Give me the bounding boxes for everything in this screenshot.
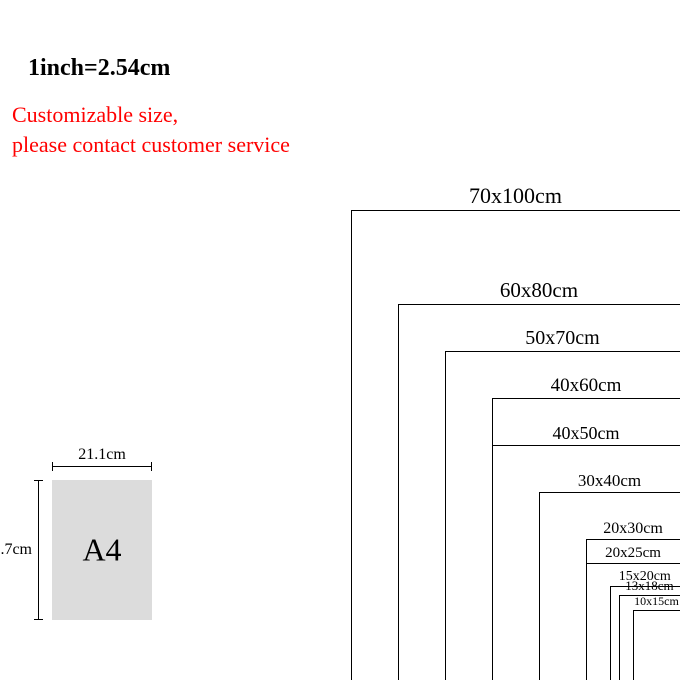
note-line-2: please contact customer service — [12, 130, 290, 160]
a4-height-tick — [34, 619, 43, 620]
a4-width-label: 21.1cm — [78, 446, 126, 464]
size-label: 20x25cm — [605, 545, 661, 562]
size-label: 50x70cm — [525, 327, 599, 350]
size-label: 40x60cm — [551, 375, 622, 397]
note-line-1: Customizable size, — [12, 100, 290, 130]
size-label: 70x100cm — [469, 183, 562, 209]
a4-label: A4 — [82, 532, 121, 569]
customizable-note: Customizable size,please contact custome… — [12, 100, 290, 159]
a4-width-bar — [52, 466, 152, 467]
size-label: 10x15cm — [634, 594, 679, 609]
size-label: 30x40cm — [578, 471, 641, 491]
a4-height-label: 29.7cm — [0, 541, 32, 559]
size-label: 20x30cm — [603, 520, 663, 538]
size-label: 40x50cm — [553, 423, 620, 444]
a4-width-tick — [52, 462, 53, 471]
size-label: 13x18cm — [625, 578, 673, 594]
unit-conversion-text: 1inch=2.54cm — [28, 55, 170, 82]
a4-height-tick — [34, 480, 43, 481]
a4-height-bar — [38, 480, 39, 620]
size-label: 60x80cm — [500, 278, 578, 303]
a4-width-tick — [151, 462, 152, 471]
size-box — [633, 610, 680, 681]
